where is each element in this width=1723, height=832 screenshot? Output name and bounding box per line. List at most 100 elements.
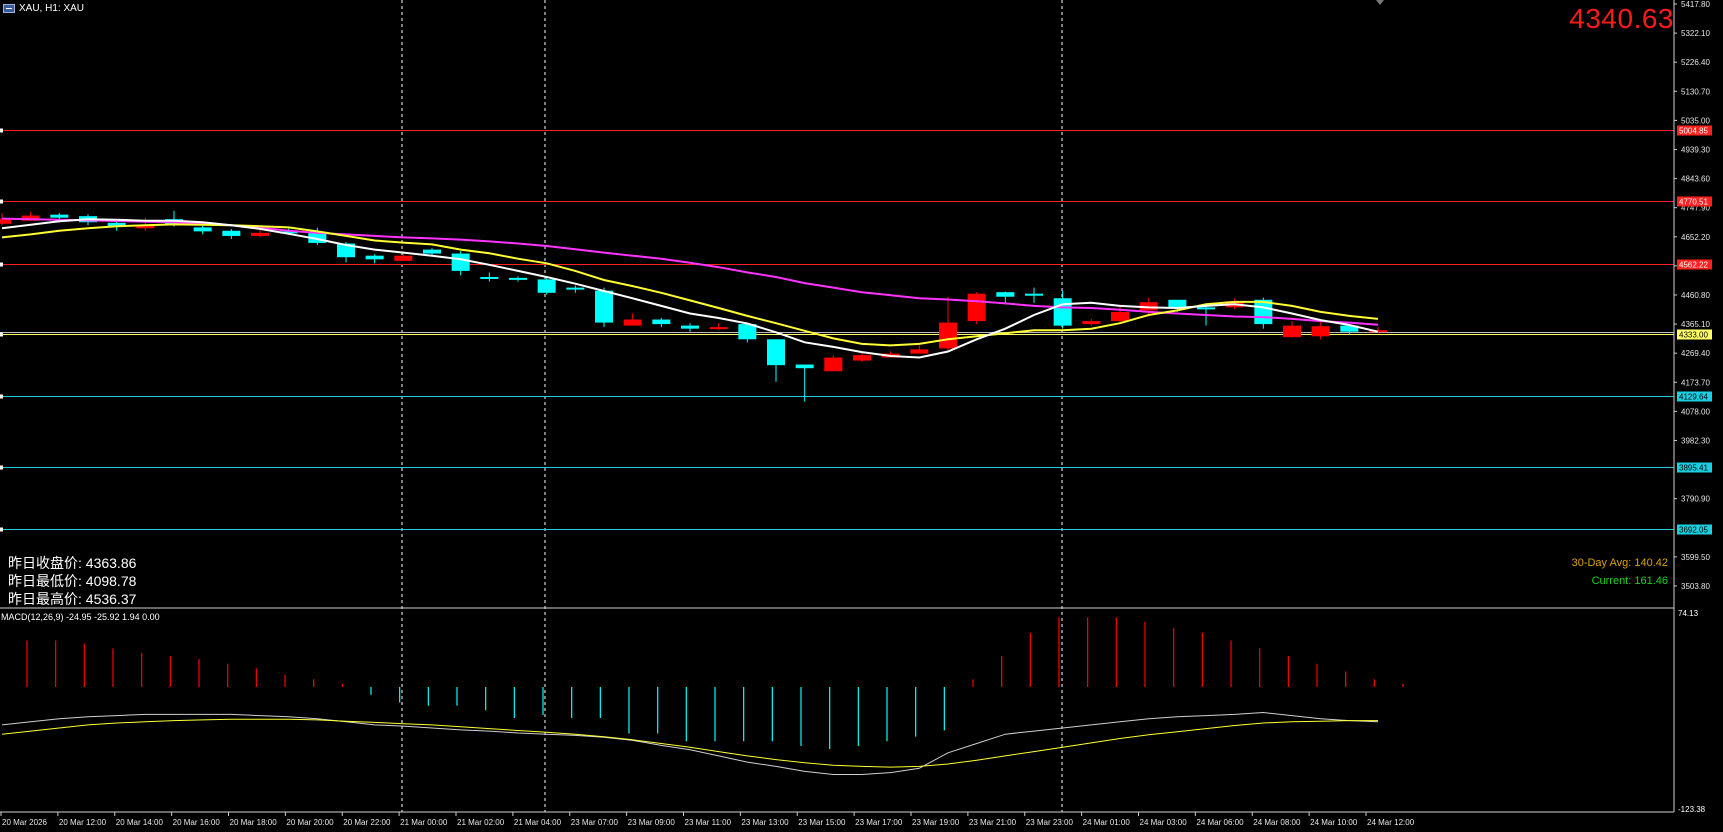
x-tick-label: 23 Mar 19:00 [912,818,960,827]
candle-body [222,230,241,236]
level-handle-6[interactable] [0,527,3,532]
candle-body [709,327,728,330]
candle-body [21,215,40,221]
level-label-3: 4333.00 [1679,331,1708,340]
level-label-5: 3895.41 [1679,464,1708,473]
y-tick-label: 4269.40 [1681,349,1710,358]
candle-body [1283,325,1301,338]
candle-body [251,232,269,236]
x-tick-label: 23 Mar 21:00 [969,818,1017,827]
candle-body [1111,311,1129,322]
x-tick-label: 24 Mar 03:00 [1140,818,1188,827]
macd-signal-line [1,718,1378,768]
ma-fast-line [1,218,1379,359]
y-tick-label: 5226.40 [1681,58,1710,67]
x-tick-label: 20 Mar 18:00 [230,818,278,827]
chart-header: XAU, H1: XAU [0,0,84,16]
x-tick-label: 20 Mar 22:00 [343,818,391,827]
level-label-bg-3 [1677,329,1712,340]
level-label-2: 4562.22 [1679,261,1708,270]
x-tick-label: 20 Mar 2026 [2,818,47,827]
level-label-0: 5004.85 [1679,127,1708,136]
candle-body [337,243,355,258]
y-tick-label: 4843.60 [1681,175,1710,184]
y-tick-label: 4078.00 [1681,407,1710,416]
chart-title: XAU, H1: XAU [19,2,85,14]
candle-body [1197,307,1215,310]
level-handle-4[interactable] [0,394,3,399]
level-label-bg-0 [1677,125,1712,136]
candle-body [50,214,69,218]
y-tick-label: 5130.70 [1681,87,1710,96]
current-range-label: Current: 161.46 [1591,575,1668,587]
x-tick-label: 23 Mar 23:00 [1026,818,1074,827]
x-tick-label: 20 Mar 20:00 [286,818,334,827]
x-tick-label: 24 Mar 06:00 [1196,818,1244,827]
candle-body [824,357,843,372]
candle-body [107,222,126,227]
candle-body [681,325,699,329]
candle-body [1340,325,1359,332]
candle-body [394,255,413,261]
y-tick-label: 4460.80 [1681,291,1710,300]
candle-body [595,290,613,323]
moving-averages [1,217,1379,359]
x-tick-label: 20 Mar 14:00 [116,818,164,827]
candle-body [795,364,814,369]
x-tick-label: 24 Mar 10:00 [1310,818,1358,827]
candle-body [0,218,11,224]
candle-body [652,319,671,325]
candle-body [279,231,298,234]
scroll-marker-icon[interactable] [1376,0,1384,5]
candle-body [537,279,556,293]
y-tick-label: 4939.30 [1681,145,1710,154]
x-tick-label: 21 Mar 04:00 [514,818,562,827]
level-handle-0[interactable] [0,128,3,133]
candle-body [566,287,585,290]
time-axis[interactable]: 20 Mar 2026 20 Mar 12:00 20 Mar 14:00 20 Ma… [0,812,1415,827]
candle-body [623,319,642,326]
level-handle-2[interactable] [0,262,3,267]
level-label-4: 4129.64 [1679,393,1708,402]
chart-window-icon[interactable] [3,3,15,13]
x-tick-label: 24 Mar 01:00 [1083,818,1131,827]
x-tick-label: 23 Mar 17:00 [855,818,903,827]
candle-body [365,255,384,260]
y-tick-label: 5322.10 [1681,29,1710,38]
candle-body [939,322,957,349]
level-handle-5[interactable] [0,465,3,470]
price-axis[interactable]: 5417.80 5322.10 5226.40 5130.70 5035.00 4939.… [1674,0,1710,591]
candle-body [1311,326,1330,337]
candle-body [1053,298,1072,326]
prev-high-label: 昨日最高价: 4536.37 [8,591,137,607]
avg-30day-label: 30-Day Avg: 140.42 [1571,557,1668,569]
candle-body [1025,293,1043,296]
level-handle-3[interactable] [0,332,3,337]
prev-close-label: 昨日收盘价: 4363.86 [8,555,137,571]
x-tick-label: 21 Mar 02:00 [457,818,505,827]
macd-panel [1,617,1404,775]
candle-body [136,225,155,229]
candle-body [767,339,785,366]
price-level-labels: 5004.85 4770.51 4562.22 4333.00 4129.64 3895.… [1677,125,1712,535]
session-separators [401,0,1063,812]
candle-body [423,249,441,254]
big-price-display: 4340.63 [1569,3,1674,34]
level-label-bg-6 [1677,524,1712,535]
x-tick-label: 20 Mar 12:00 [59,818,107,827]
candle-body [509,277,527,280]
prev-low-label: 昨日最低价: 4098.78 [8,573,137,589]
y-tick-label: 3982.30 [1681,436,1710,445]
candle-body [910,349,929,354]
candle-body [480,276,499,279]
y-tick-label: 3503.80 [1681,582,1710,591]
y-tick-label: 4173.70 [1681,378,1710,387]
candle-body [1082,321,1101,325]
x-tick-label: 23 Mar 09:00 [628,818,676,827]
candle-body [967,293,986,322]
x-tick-label: 23 Mar 11:00 [685,818,732,827]
candle-body [451,253,470,271]
level-handle-1[interactable] [0,199,3,204]
x-tick-label: 23 Mar 15:00 [798,818,846,827]
